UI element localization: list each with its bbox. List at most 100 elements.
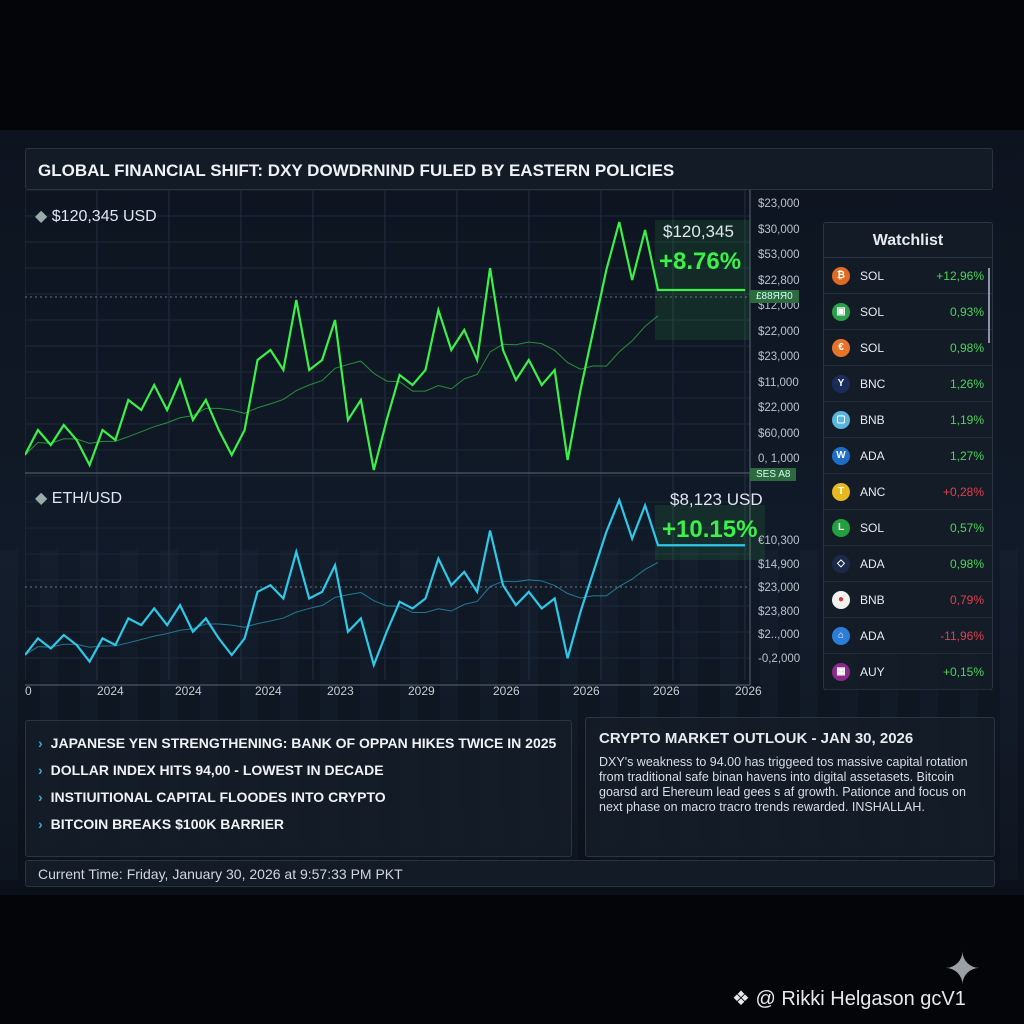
outlook-body: DXY's weakness to 94.00 has triggeed tos… (599, 755, 968, 814)
watchlist-row[interactable]: L SOL 0,57% (824, 510, 992, 546)
y-tick-label: $14,900 (758, 558, 800, 571)
scrollbar[interactable] (988, 268, 990, 343)
eth-price-line-moving-average (25, 561, 659, 656)
x-tick-label: 0 (25, 684, 32, 698)
btc-change: +8.76% (659, 248, 742, 275)
watchlist-row[interactable]: W ADA 1,27% (824, 438, 992, 474)
price-tag: SES A8 (750, 468, 797, 481)
watchlist-change: 1,19% (949, 412, 984, 427)
outlook-title: CRYPTO MARKET OUTLOUK - JAN 30, 2026 (599, 730, 914, 747)
y-tick-label: $23,000 (758, 582, 800, 594)
current-time: Current Time: Friday, January 30, 2026 a… (25, 860, 995, 887)
watchlist-row[interactable]: ● BNB 0,79% (824, 582, 992, 618)
chevron-right-icon: › (38, 762, 43, 778)
y-tick-label: €10,300 (758, 535, 800, 547)
watchlist-row[interactable]: € SOL 0,98% (824, 330, 992, 366)
price-charts: ◆ $120,345 USD $120,345 +8.76% ◆ ETH/USD… (25, 190, 810, 705)
y-tick-label: $23,000 (758, 198, 800, 210)
watchlist-symbol: ADA (860, 556, 885, 571)
page-title: GLOBAL FINANCIAL SHIFT: DXY DOWDRNIND FU… (25, 148, 993, 190)
ethereum-icon: ◇ (832, 554, 850, 573)
diamond-icon: ❖ (732, 988, 750, 1010)
watchlist-row[interactable]: ◇ ADA 0,98% (824, 546, 992, 582)
y-tick-label: -0,2,000 (758, 652, 801, 665)
coin-icon: ▦ (832, 662, 850, 681)
watchlist-symbol: SOL (860, 340, 885, 355)
y-tick-label: $12,000 (758, 300, 800, 312)
watchlist-change: 0,79% (949, 592, 984, 607)
btc-label: $120,345 USD (51, 208, 157, 225)
watchlist-change: 1,26% (949, 376, 984, 391)
watchlist-change: 1,27% (949, 448, 984, 463)
watermark: ❖ @ Rikki Helgason gcV1 (732, 988, 966, 1010)
y-tick-label: $60,000 (758, 427, 800, 440)
watchlist-symbol: ADA (860, 628, 885, 643)
y-tick-label: $11,000 (758, 376, 799, 389)
watchlist-change: 0,93% (949, 304, 984, 319)
watchlist-symbol: SOL (860, 268, 885, 283)
coin-icon: W (832, 446, 850, 465)
ethereum-icon: ◆ (35, 490, 48, 507)
chart-canvas (25, 190, 785, 686)
y-tick-label: $22,000 (758, 402, 800, 414)
coin-icon: Y (832, 374, 850, 393)
watchlist-row[interactable]: ▢ BNB 1,19% (824, 402, 992, 438)
watchlist-row[interactable]: ▦ AUY +0,15% (824, 654, 992, 690)
y-tick-label: $23,000 (758, 351, 800, 363)
y-tick-label: $22,800 (758, 274, 800, 287)
news-item[interactable]: › INSTIUITIONAL CAPITAL FLOODES INTO CRYP… (38, 789, 386, 805)
watchlist-change: 0,98% (949, 556, 984, 571)
eth-change: +10.15% (662, 516, 758, 543)
x-tick-label: 2026 (573, 684, 600, 698)
news-item[interactable]: › JAPANESE YEN STRENGTHENING: BANK OF OPP… (38, 735, 557, 751)
watchlist-symbol: AUY (860, 664, 885, 679)
coin-icon: € (832, 338, 850, 357)
watchlist-row[interactable]: ▣ SOL 0,93% (824, 294, 992, 330)
y-tick-label: $23,800 (758, 605, 800, 618)
sparkle-icon: ✦ (944, 945, 981, 994)
watchlist-symbol: SOL (860, 520, 885, 535)
watchlist-row[interactable]: ₿ SOL +12,96% (824, 258, 992, 294)
watchlist-row[interactable]: T ANC +0,28% (824, 474, 992, 510)
watchlist-symbol: ADA (860, 448, 885, 463)
btc-price-line (25, 221, 745, 471)
news-item[interactable]: › BITCOIN BREAKS $100K BARRIER (38, 816, 285, 832)
watchlist-symbol: BNC (860, 376, 886, 391)
watchlist-change: -11,96% (940, 628, 984, 643)
x-tick-label: 2029 (408, 684, 435, 698)
highlight-band (655, 220, 750, 340)
watchlist-change: 0,57% (949, 520, 984, 535)
x-tick-label: 2024 (255, 684, 282, 698)
btc-price: $120,345 (663, 222, 734, 241)
news-panel: › JAPANESE YEN STRENGTHENING: BANK OF OPP… (25, 720, 572, 857)
watchlist-row[interactable]: ⌂ ADA -11,96% (824, 618, 992, 654)
bitcoin-icon: ₿ (832, 266, 850, 285)
x-tick-label: 2024 (97, 684, 124, 698)
btc-price-line-moving-average (25, 315, 659, 456)
watchlist-row[interactable]: Y BNC 1,26% (824, 366, 992, 402)
x-tick-label: 2026 (493, 684, 520, 698)
watchlist-change: 0,98% (949, 340, 984, 355)
x-tick-label: 2023 (327, 684, 354, 698)
y-tick-label: $30,000 (758, 223, 800, 236)
eth-price: $8,123 USD (670, 490, 763, 509)
y-tick-label: $2..,000 (758, 629, 800, 641)
chevron-right-icon: › (38, 816, 43, 832)
watchlist-symbol: BNB (860, 412, 885, 427)
watchlist-change: +0,15% (942, 664, 984, 679)
x-tick-label: 2026 (653, 684, 680, 698)
news-item[interactable]: › DOLLAR INDEX HITS 94,00 - LOWEST IN DEC… (38, 762, 384, 778)
highlight-band (655, 505, 765, 560)
eth-price-line (25, 496, 745, 669)
price-tag: £88ЯЯ0 (750, 290, 799, 303)
coin-icon: T (832, 482, 850, 501)
coin-icon: ▣ (832, 302, 850, 321)
coin-icon: L (832, 518, 850, 537)
coin-icon: ● (832, 590, 850, 609)
watchlist-panel: Watchlist ₿ SOL +12,96% ▣ SOL 0,93% € SOL 0,98% Y… (823, 222, 993, 690)
coin-icon: ⌂ (832, 626, 850, 645)
y-tick-label: 0, 1,000 (758, 453, 800, 465)
watchlist-change: +12,96% (936, 268, 984, 283)
coin-icon: ▢ (832, 410, 850, 429)
x-tick-label: 2024 (175, 684, 202, 698)
